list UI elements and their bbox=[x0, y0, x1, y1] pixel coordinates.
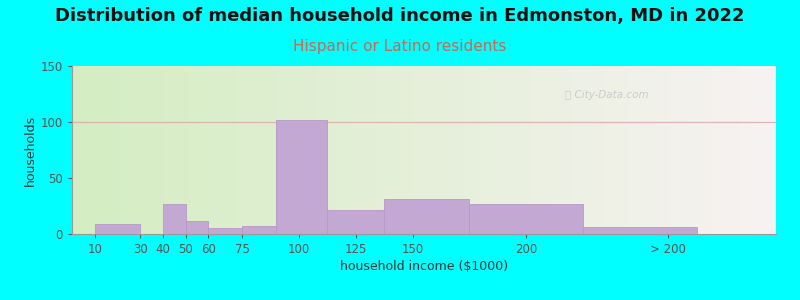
Bar bbox=[94, 224, 140, 234]
Bar bbox=[276, 120, 327, 234]
Bar bbox=[583, 227, 697, 234]
Bar bbox=[208, 228, 242, 234]
Text: Distribution of median household income in Edmonston, MD in 2022: Distribution of median household income … bbox=[55, 7, 745, 25]
Bar bbox=[470, 204, 583, 234]
Bar bbox=[163, 204, 186, 234]
Bar bbox=[242, 226, 276, 234]
Bar bbox=[327, 211, 384, 234]
Text: ⓘ City-Data.com: ⓘ City-Data.com bbox=[565, 90, 649, 100]
Bar bbox=[384, 199, 470, 234]
Text: Hispanic or Latino residents: Hispanic or Latino residents bbox=[294, 39, 506, 54]
Bar bbox=[186, 220, 208, 234]
Y-axis label: households: households bbox=[23, 114, 37, 186]
X-axis label: household income ($1000): household income ($1000) bbox=[340, 260, 508, 273]
